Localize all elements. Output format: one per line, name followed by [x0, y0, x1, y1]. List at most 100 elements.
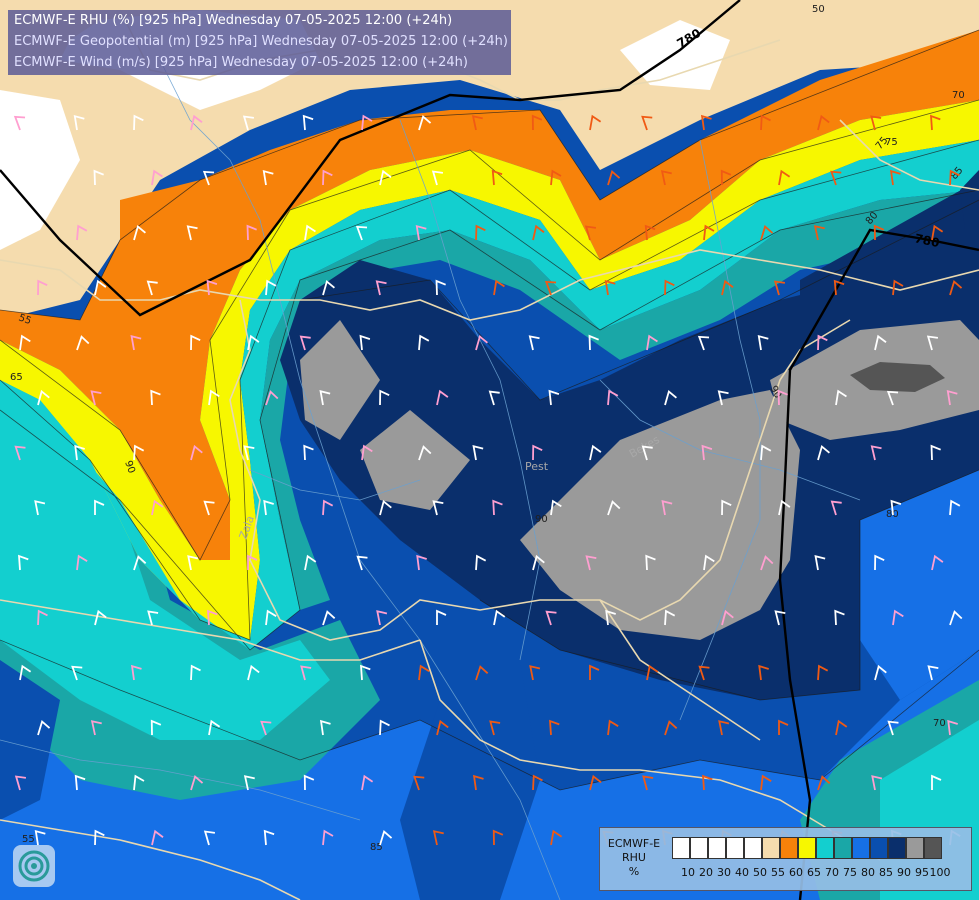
- wind-barb: [703, 554, 715, 571]
- wind-barb: [589, 774, 602, 791]
- rhu-95-100-grey-mid: [360, 410, 470, 510]
- wind-barb: [190, 775, 204, 791]
- title-geopotential: ECMWF-E Geopotential (m) [925 hPa] Wedne…: [14, 34, 508, 49]
- wind-barb: [186, 225, 198, 241]
- legend-swatch: [672, 837, 690, 859]
- wind-barb: [432, 500, 444, 516]
- legend-swatch: [834, 837, 852, 859]
- legend-tick-label: 90: [897, 866, 911, 879]
- wind-barb: [532, 224, 545, 241]
- wind-barb: [17, 224, 29, 241]
- wind-barb: [475, 224, 486, 241]
- wind-barb: [361, 114, 373, 131]
- wind-barb: [74, 774, 86, 791]
- rhu-70-75-region: [0, 390, 330, 740]
- rhu-95-100-grey-east: [520, 390, 800, 640]
- rhu-label-70-se: 70: [933, 718, 946, 729]
- wind-barb: [773, 280, 786, 296]
- legend-swatch: [888, 837, 906, 859]
- wind-barb: [931, 224, 944, 241]
- wind-barb: [642, 775, 654, 791]
- wind-barb: [491, 169, 503, 186]
- wind-barb: [418, 664, 430, 681]
- wind-barb: [14, 775, 27, 791]
- wind-barb: [133, 224, 146, 241]
- wind-barb: [436, 609, 447, 625]
- wind-barb: [73, 114, 85, 131]
- wind-barb: [720, 169, 732, 186]
- wind-barb: [760, 444, 772, 461]
- wind-barb: [778, 169, 791, 186]
- wind-barb: [949, 169, 960, 186]
- wind-barb: [247, 334, 260, 351]
- legend-tick-label: 70: [825, 866, 839, 879]
- rhu-85-90-south: [400, 660, 540, 900]
- wind-barb: [247, 554, 258, 570]
- wind-barb: [475, 554, 487, 571]
- wind-barb: [890, 499, 902, 516]
- wind-barb: [246, 224, 257, 241]
- wind-barb: [263, 829, 275, 846]
- wind-barb: [319, 390, 331, 406]
- wind-barb: [550, 499, 562, 516]
- wind-barb: [697, 335, 710, 351]
- wind-barb: [208, 719, 221, 736]
- wind-barb: [700, 114, 712, 131]
- wind-barb: [133, 114, 144, 131]
- legend-tick-label: 100: [929, 866, 951, 879]
- legend-tick-label: 95: [915, 866, 929, 879]
- rhu-85-90-sw: [0, 660, 60, 820]
- wind-barb: [432, 830, 444, 846]
- rhu-label-90-w: 90: [122, 459, 137, 475]
- wind-barb: [19, 334, 31, 351]
- wind-barb: [532, 444, 543, 461]
- wind-barb: [359, 334, 371, 351]
- wind-barb: [717, 390, 729, 406]
- wind-barb: [322, 169, 333, 186]
- wind-barb: [489, 720, 501, 736]
- wind-barb: [151, 169, 163, 186]
- legend-swatch: [744, 837, 762, 859]
- wind-barb: [207, 609, 218, 626]
- wind-barb: [833, 279, 845, 296]
- wind-barb: [37, 609, 48, 626]
- wind-barb: [949, 280, 963, 296]
- wind-barb: [94, 279, 107, 296]
- wind-barb: [889, 169, 901, 186]
- wind-barb: [930, 114, 941, 131]
- wind-barb: [436, 719, 449, 736]
- wind-barb: [817, 664, 829, 681]
- wind-barb: [946, 389, 958, 406]
- wind-barb: [830, 500, 842, 516]
- wind-barb: [607, 170, 621, 186]
- wind-barb: [190, 114, 203, 131]
- wind-barb: [206, 279, 218, 296]
- wind-barb: [76, 224, 88, 241]
- wind-barb: [37, 720, 51, 736]
- wind-barb: [718, 720, 730, 736]
- wind-barb: [532, 554, 545, 571]
- wind-barb: [418, 334, 430, 351]
- wind-barb: [585, 555, 597, 571]
- wind-barb: [303, 444, 314, 461]
- color-legend: ECMWF-E RHU % 10 20 30 40 50 55 60 65 70 75 80 85 90…: [599, 827, 972, 891]
- wind-barb: [247, 664, 260, 681]
- wind-barb: [757, 334, 769, 351]
- legend-title-unit: %: [628, 865, 640, 878]
- wind-barb: [379, 169, 392, 186]
- rhu-label-90: 90: [535, 514, 548, 525]
- wind-barb: [886, 390, 899, 406]
- wind-barb: [834, 609, 845, 626]
- wind-barb: [545, 610, 557, 626]
- wind-barb: [492, 499, 503, 516]
- wind-barb: [544, 280, 557, 296]
- legend-swatch: [726, 837, 744, 859]
- wind-barb: [151, 829, 164, 846]
- wind-barb: [926, 335, 939, 351]
- wind-barb: [931, 554, 944, 571]
- legend-swatch: [798, 837, 816, 859]
- rhu-label-50: 50: [812, 4, 825, 15]
- wind-barb: [835, 389, 847, 406]
- ecmwf-logo: [13, 845, 55, 887]
